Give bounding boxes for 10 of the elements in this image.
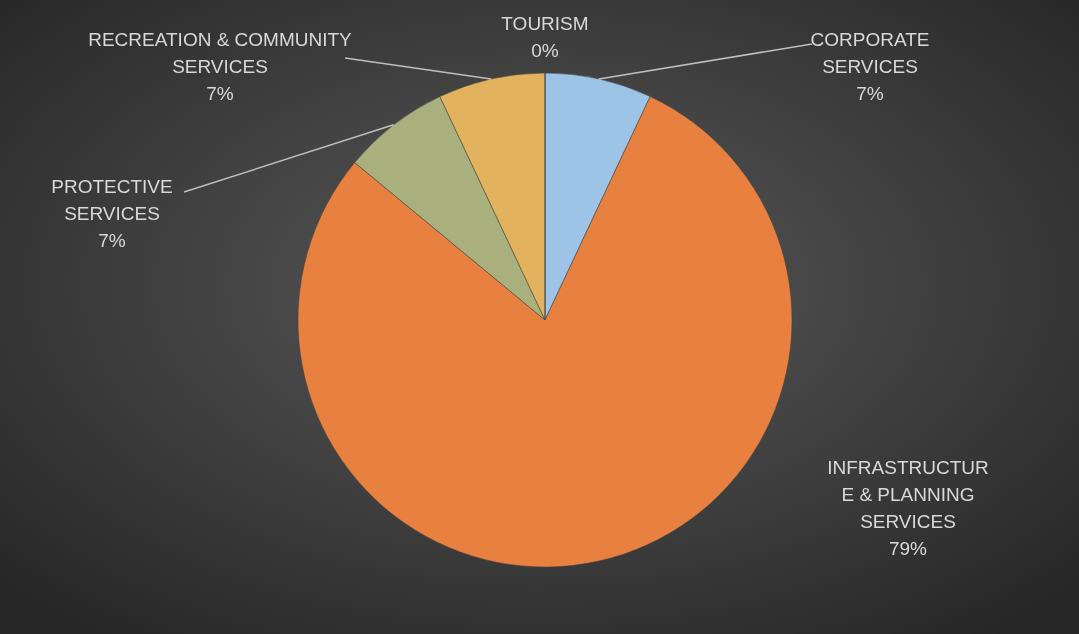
slice-label: PROTECTIVE SERVICES: [51, 176, 173, 224]
slice-label: CORPORATE SERVICES: [810, 29, 930, 77]
data-label: 79%: [888, 538, 928, 559]
category-label: TOURISM: [501, 13, 589, 34]
text: 0%: [531, 40, 559, 61]
data-label: 7%: [98, 230, 126, 251]
data-label: 7%: [206, 83, 234, 104]
data-label: 7%: [856, 83, 884, 104]
slice-label: RECREATION & COMMUNITY SERVICES: [88, 29, 353, 77]
slice-label: INFRASTRUCTURE & PLANNING SERVICES: [827, 457, 989, 532]
